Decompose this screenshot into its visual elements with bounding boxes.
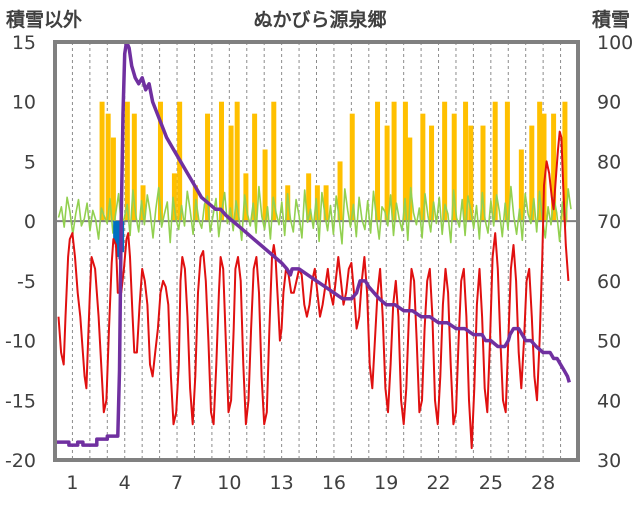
precip-bar: [375, 101, 381, 222]
precip-bar: [271, 101, 277, 222]
right-tick-label: 50: [597, 331, 621, 353]
x-tick-label: 10: [217, 472, 241, 494]
right-tick-label: 30: [597, 450, 621, 472]
precip-bar: [504, 101, 510, 222]
x-tick-label: 13: [270, 472, 294, 494]
right-axis-ticks: 100 90 80 70 60 50 40 30: [597, 32, 633, 472]
left-tick-label: -15: [5, 390, 36, 412]
left-tick-label: 10: [12, 92, 36, 114]
right-tick-label: 100: [597, 32, 633, 54]
left-tick-label: -5: [17, 271, 36, 293]
precip-bar: [429, 125, 435, 222]
precip-bar: [391, 101, 397, 222]
x-tick-label: 7: [171, 472, 183, 494]
precip-bar: [463, 101, 469, 222]
precip-bar: [480, 125, 486, 222]
snow-depth-series: [55, 40, 571, 447]
left-axis-label: 積雪以外: [6, 8, 82, 31]
precip-bar: [262, 149, 268, 222]
x-tick-label: 28: [531, 472, 555, 494]
right-tick-label: 70: [597, 211, 621, 233]
chart-title: ぬかびら源泉郷: [253, 8, 386, 31]
precip-bar: [218, 101, 224, 222]
frame-rect: [53, 40, 580, 462]
x-tick-label: 25: [479, 472, 503, 494]
left-tick-label: -20: [5, 450, 36, 472]
snow-depth-line: [55, 40, 571, 447]
precip-bar: [323, 185, 329, 222]
x-axis-ticks: 1 4 7 10 13 16 19 22 25 28: [66, 472, 555, 494]
left-tick-label: 0: [24, 211, 36, 233]
wind-series: [57, 185, 572, 245]
right-tick-label: 40: [597, 390, 621, 412]
precip-bar: [407, 137, 413, 222]
precip-bar: [337, 161, 343, 222]
precip-bar: [492, 101, 498, 222]
right-tick-label: 80: [597, 151, 621, 173]
precip-bar: [541, 113, 547, 222]
precip-bar: [131, 113, 137, 222]
precip-bar: [468, 125, 474, 222]
precip-bar: [252, 113, 258, 222]
precip-bar: [442, 101, 448, 222]
precip-bar: [157, 101, 163, 222]
left-tick-label: 15: [12, 32, 36, 54]
plot-frame: [53, 40, 580, 462]
x-tick-label: 1: [66, 472, 78, 494]
precip-bar: [314, 185, 320, 222]
precip-bar: [518, 149, 524, 222]
precip-bar: [171, 173, 177, 222]
precip-bar: [529, 125, 535, 222]
precip-bar: [140, 185, 146, 222]
precip-bar: [228, 125, 234, 222]
temperature-line: [57, 130, 570, 450]
x-tick-label: 4: [119, 472, 131, 494]
x-tick-label: 19: [374, 472, 398, 494]
precip-bar: [384, 125, 390, 222]
precip-bar: [551, 113, 557, 222]
precip-bar: [420, 113, 426, 222]
precip-bar: [205, 113, 211, 222]
precip-bar: [402, 101, 408, 222]
precip-bar: [99, 101, 105, 222]
wind-line: [57, 185, 572, 245]
left-tick-label: -10: [5, 331, 36, 353]
right-tick-label: 90: [597, 92, 621, 114]
right-axis-label: 積雪: [592, 8, 630, 31]
precip-bar: [537, 101, 543, 222]
x-tick-label: 22: [426, 472, 450, 494]
x-tick-label: 16: [322, 472, 346, 494]
precip-bar: [243, 173, 249, 222]
precip-bar: [124, 101, 130, 222]
right-tick-label: 60: [597, 271, 621, 293]
precip-bar: [110, 137, 116, 222]
precip-bar: [349, 113, 355, 222]
left-tick-label: 5: [24, 151, 36, 173]
precip-bar: [562, 101, 568, 222]
precip-bar: [306, 173, 312, 222]
precip-bar: [451, 113, 457, 222]
precip-bar: [105, 113, 111, 222]
precip-bar: [234, 101, 240, 222]
temperature-series: [57, 130, 570, 450]
left-axis-ticks: 15 10 5 0 -5 -10 -15 -20: [5, 32, 36, 472]
